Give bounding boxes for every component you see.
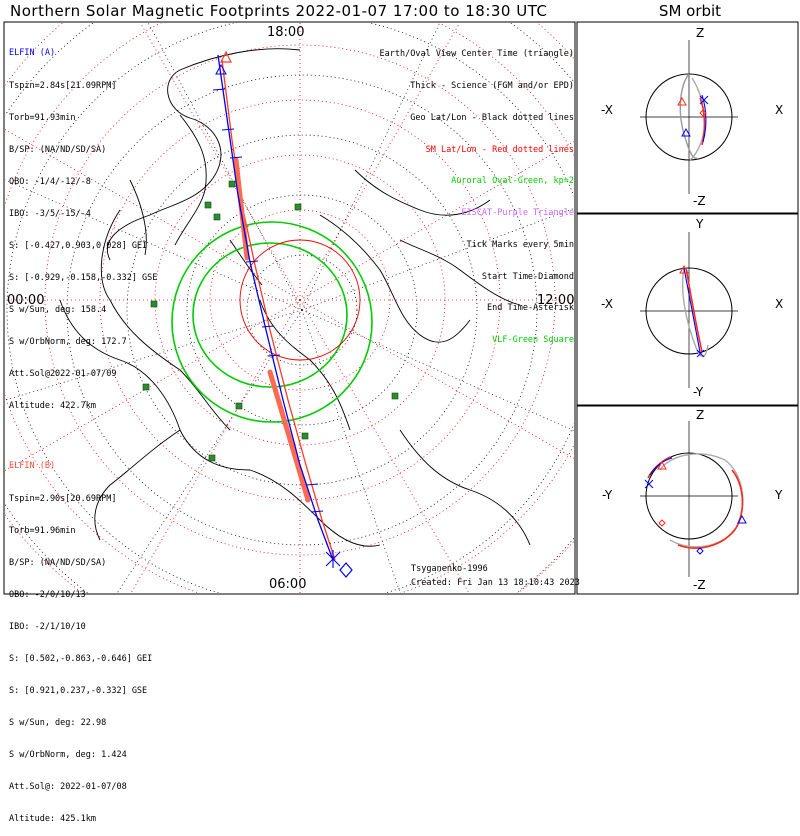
legend-item: SM Lat/Lon - Red dotted lines — [425, 144, 574, 155]
sm-inner-circle — [239, 239, 361, 361]
elfin-b-line: Tspin=2.90s[20.69RPM] — [9, 493, 117, 504]
orbit-1-top-label: Z — [696, 26, 705, 40]
elfin-b-line: S: [0.502,-0.863,-0.646] GEI — [9, 653, 153, 664]
elfin-a-line: S w/Sun, deg: 158.4 — [9, 305, 107, 316]
orbit-3-bottom-label: -Z — [693, 578, 706, 592]
legend-item: Thick - Science (FGM and/or EPD) — [410, 80, 574, 91]
clock-label-top: 18:00 — [267, 25, 305, 40]
orbit-3-right-label: Y — [775, 488, 783, 502]
orbit-panel-xz — [640, 40, 738, 194]
created-credit: Created: Fri Jan 13 18:10:43 2023 — [411, 578, 580, 588]
map-frame — [3, 21, 576, 595]
elfin-a-line: S: [-0.929,-0.158,-0.332] GSE — [9, 273, 158, 284]
legend-item: EISCAT-Purple Triangle — [461, 208, 574, 219]
page-title: Northern Solar Magnetic Footprints 2022-… — [10, 2, 548, 20]
elfin-b-line: Altitude: 425.1km — [9, 814, 96, 825]
elfin-a-end-asterisk — [325, 550, 341, 568]
orbit-title: SM orbit — [658, 2, 722, 20]
elfin-a-line: Altitude: 422.7km — [9, 401, 96, 412]
map-legend: Earth/Oval View Center Time (triangle) T… — [380, 28, 574, 356]
elfin-b-line: S: [0.921,0.237,-0.332] GSE — [9, 686, 148, 697]
legend-item: Geo Lat/Lon - Black dotted lines — [410, 112, 574, 123]
legend-item: VLF-Green Square — [492, 335, 574, 346]
orbit-2-top-label: Y — [696, 217, 704, 231]
orbit-2-right-label: X — [775, 297, 784, 311]
elfin-a-track — [212, 54, 353, 578]
elfin-a-line: IBO: -3/5/-15/-4 — [9, 208, 91, 219]
vlf-stations — [142, 180, 399, 462]
orbit-1-left-label: -X — [601, 103, 613, 117]
orbit-panel-yz — [640, 421, 747, 577]
elfin-b-line: S w/Sun, deg: 22.98 — [9, 718, 107, 729]
model-credit: Tsyganenko-1996 — [411, 564, 488, 574]
elfin-a-line: Tspin=2.84s[21.09RPM] — [9, 80, 117, 91]
orbit-1-bottom-label: -Z — [693, 194, 706, 208]
elfin-a-line: Att.Sol@2022-01-07/09 — [9, 369, 117, 380]
elfin-a-line: Torb=91.93min — [9, 112, 76, 123]
elfin-a-tick-marks — [212, 88, 324, 513]
clock-label-bottom: 06:00 — [269, 577, 307, 592]
elfin-b-line: Torb=91.96min — [9, 525, 76, 536]
orbit-panel-xy — [640, 232, 738, 388]
footprint-map — [3, 21, 799, 595]
orbit-panel-1-frame — [576, 21, 799, 214]
orbit-1-right-label: X — [775, 103, 784, 117]
elfin-b-line: B/SP: (NA/ND/SD/SA) — [9, 557, 107, 568]
elfin-a-start-diamond — [339, 562, 353, 578]
elfin-b-line: S w/OrbNorm, deg: 1.424 — [9, 750, 127, 761]
clock-label-left: 00:00 — [7, 293, 45, 308]
orbit-3-top-label: Z — [696, 408, 705, 422]
legend-item: Auroral Oval-Green, kp=2 — [451, 176, 574, 187]
elfin-a-view-triangle — [215, 63, 227, 75]
sm-lon-lines — [5, 23, 574, 593]
elfin-b-view-triangle — [220, 50, 232, 63]
orbit-panel-2-frame — [576, 213, 799, 406]
elfin-a-line: S w/OrbNorm, deg: 172.7 — [9, 337, 127, 348]
orbit-3-left-label: -Y — [602, 488, 613, 502]
legend-item: Tick Marks every 5min — [466, 239, 574, 250]
auroral-oval — [171, 221, 373, 423]
legend-item: Earth/Oval View Center Time (triangle) — [379, 49, 574, 60]
elfin-b-line: OBO: -2/0/10/13 — [9, 589, 86, 600]
elfin-b-name: ELFIN (B) — [9, 461, 56, 472]
orbit-panel-3-frame — [576, 405, 799, 595]
orbit-2-bottom-label: -Y — [693, 385, 704, 399]
legend-item: End Time-Asterisk — [487, 303, 574, 314]
elfin-b-line: IBO: -2/1/10/10 — [9, 621, 86, 632]
elfin-b-track — [220, 50, 336, 561]
elfin-a-line: B/SP: (NA/ND/SD/SA) — [9, 144, 107, 155]
geo-lat-circles — [5, 23, 574, 593]
orbit-2-left-label: -X — [601, 297, 613, 311]
elfin-a-line: S: [-0.427,0.903,0.028] GEI — [9, 240, 148, 251]
elfin-b-info: ELFIN (B) Tspin=2.90s[20.69RPM] Torb=91.… — [9, 440, 152, 836]
elfin-a-line: OBO: -1/4/-12/-8 — [9, 176, 91, 187]
elfin-b-line: Att.Sol@: 2022-01-07/08 — [9, 782, 127, 793]
clock-label-right: 12:00 — [537, 293, 575, 308]
elfin-a-info: ELFIN (A) Tspin=2.84s[21.09RPM] Torb=91.… — [9, 27, 157, 423]
geo-lon-lines — [5, 23, 574, 593]
legend-item: Start Time-Diamond — [481, 271, 574, 282]
elfin-a-name: ELFIN (A) — [9, 48, 56, 59]
